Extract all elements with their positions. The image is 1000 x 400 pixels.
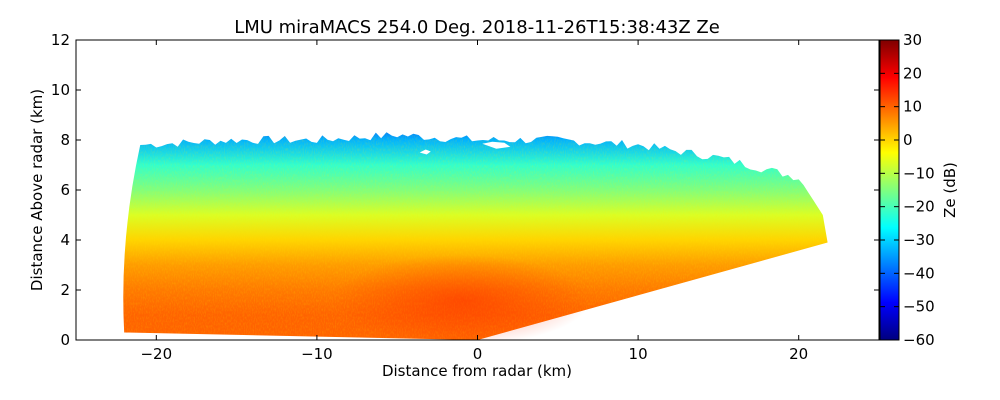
colorbar-axis: 30 20 10 0 −10 −20 −30 −40 −50 −60 bbox=[880, 31, 935, 349]
colorbar-tick-label: −40 bbox=[903, 264, 935, 282]
y-tick-label: 12 bbox=[51, 31, 70, 49]
x-axis: −20 −10 0 10 20 bbox=[140, 40, 808, 363]
y-axis-label: Distance Above radar (km) bbox=[28, 89, 46, 291]
colorbar-tick-label: 20 bbox=[903, 64, 922, 82]
echo-core bbox=[332, 255, 590, 340]
colorbar-label: Ze (dB) bbox=[941, 162, 959, 218]
colorbar-tick-label: −30 bbox=[903, 231, 935, 249]
colorbar-tick-label: 30 bbox=[903, 31, 922, 49]
y-tick-label: 10 bbox=[51, 81, 70, 99]
plot-area bbox=[123, 132, 828, 340]
x-tick-label: 20 bbox=[789, 345, 808, 363]
radar-echo-speckle bbox=[123, 132, 828, 340]
y-tick-label: 6 bbox=[60, 181, 70, 199]
echo-top-gap bbox=[419, 149, 431, 155]
x-tick-label: −20 bbox=[140, 345, 172, 363]
y-axis: 0 2 4 6 8 10 12 bbox=[51, 31, 879, 349]
colorbar-tick-label: 0 bbox=[903, 131, 913, 149]
echo-top-gap bbox=[482, 141, 511, 149]
chart-title: LMU miraMACS 254.0 Deg. 2018-11-26T15:38… bbox=[234, 17, 720, 38]
colorbar-tick-label: −10 bbox=[903, 164, 935, 182]
y-tick-label: 0 bbox=[60, 331, 70, 349]
colorbar-tick-label: −20 bbox=[903, 198, 935, 216]
x-tick-label: 10 bbox=[629, 345, 648, 363]
y-tick-label: 8 bbox=[60, 131, 70, 149]
colorbar-tick-label: −50 bbox=[903, 298, 935, 316]
colorbar bbox=[879, 39, 900, 341]
y-tick-label: 2 bbox=[60, 281, 70, 299]
x-tick-label: −10 bbox=[301, 345, 333, 363]
colorbar-tick-label: −60 bbox=[903, 331, 935, 349]
colorbar-tick-label: 10 bbox=[903, 98, 922, 116]
y-tick-label: 4 bbox=[60, 231, 70, 249]
x-axis-label: Distance from radar (km) bbox=[382, 362, 572, 380]
x-tick-label: 0 bbox=[473, 345, 483, 363]
